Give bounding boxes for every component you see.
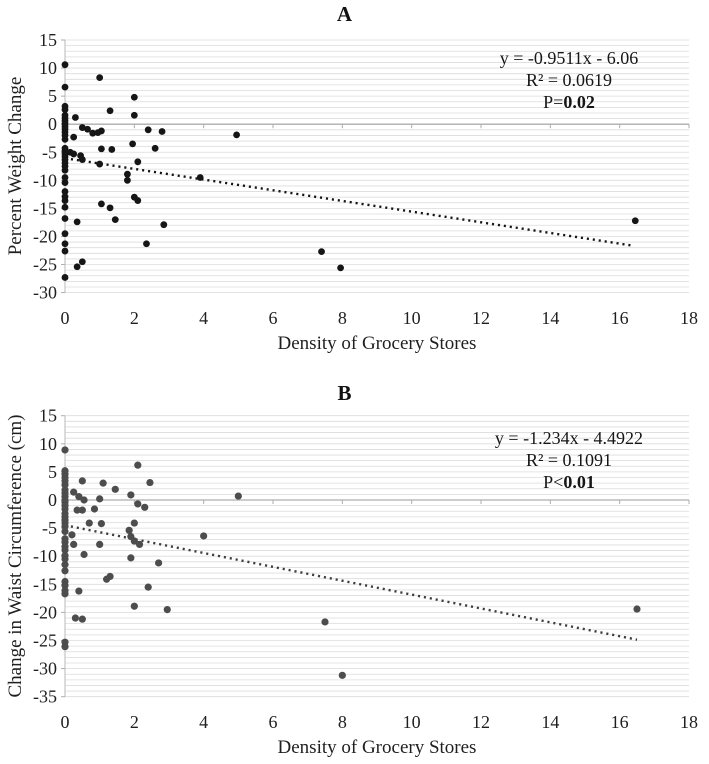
svg-text:8: 8 <box>338 712 347 732</box>
trendline <box>64 157 634 247</box>
svg-text:16: 16 <box>611 308 629 328</box>
svg-text:-15: -15 <box>33 574 57 594</box>
svg-text:14: 14 <box>541 712 559 732</box>
panel-a-y-axis-title: Percent Weight Change <box>5 76 26 256</box>
svg-text:-10: -10 <box>33 546 57 566</box>
panel-b: B 0 2 4 6 8 10 12 14 16 18 15 10 5 0 -5 -10 -15 -20 -25 -30… <box>0 381 709 764</box>
svg-text:5: 5 <box>48 462 57 482</box>
svg-text:10: 10 <box>403 308 421 328</box>
svg-text:6: 6 <box>269 308 278 328</box>
svg-text:-15: -15 <box>33 198 57 218</box>
panel-a-x-axis-title: Density of Grocery Stores <box>277 333 477 354</box>
trendline <box>64 524 638 641</box>
panel-b-equation: y = -1.234x - 4.4922 <box>494 428 644 448</box>
minor-gridlines <box>65 415 689 698</box>
panel-a-p-value: P=0.02 <box>543 92 595 112</box>
minor-gridlines <box>65 39 689 294</box>
svg-text:-25: -25 <box>33 255 57 275</box>
svg-text:10: 10 <box>39 58 57 78</box>
svg-text:-20: -20 <box>33 226 57 246</box>
svg-text:12: 12 <box>472 712 490 732</box>
svg-text:14: 14 <box>541 308 559 328</box>
y-tick-labels: 15 10 5 0 -5 -10 -15 -20 -25 -30 <box>33 30 57 303</box>
svg-text:0: 0 <box>48 114 57 134</box>
panel-a-r-squared: R² = 0.0619 <box>525 70 613 90</box>
svg-text:2: 2 <box>130 308 139 328</box>
panel-b-annotation: y = -1.234x - 4.4922 R² = 0.1091 P<0.01 <box>440 427 698 493</box>
panel-a-annotation: y = -0.9511x - 6.06 R² = 0.0619 P=0.02 <box>440 47 698 113</box>
svg-text:10: 10 <box>403 712 421 732</box>
svg-text:5: 5 <box>48 86 57 106</box>
svg-text:-30: -30 <box>33 283 57 303</box>
panel-b-title: B <box>337 381 352 405</box>
scatter-points <box>61 61 639 281</box>
svg-text:-5: -5 <box>42 518 57 538</box>
svg-text:10: 10 <box>39 434 57 454</box>
panel-b-plot: 0 2 4 6 8 10 12 14 16 18 15 10 5 0 -5 -10 -15 -20 -25 -30 -3… <box>33 406 699 732</box>
svg-text:4: 4 <box>199 712 208 732</box>
svg-text:0: 0 <box>61 308 70 328</box>
panel-a-plot: 0 2 4 6 8 10 12 14 16 18 15 10 5 0 -5 -10 -15 -20 -25 -30 <box>33 30 699 328</box>
x-axis-zero-line <box>65 499 690 504</box>
x-tick-labels: 0 2 4 6 8 10 12 14 16 18 <box>61 712 699 732</box>
panel-a-equation: y = -0.9511x - 6.06 <box>499 48 639 68</box>
panel-a: A 0 2 4 6 8 10 12 14 16 18 15 10 5 0 -5 -10 -15 -20 -25 -30… <box>5 2 699 354</box>
svg-text:6: 6 <box>269 712 278 732</box>
svg-text:8: 8 <box>338 308 347 328</box>
x-axis-zero-line <box>65 123 690 129</box>
y-tick-labels: 15 10 5 0 -5 -10 -15 -20 -25 -30 -35 <box>33 406 57 707</box>
svg-text:-35: -35 <box>33 687 57 707</box>
svg-text:16: 16 <box>611 712 629 732</box>
svg-text:18: 18 <box>680 308 698 328</box>
svg-text:15: 15 <box>39 406 57 426</box>
panel-b-p-value: P<0.01 <box>543 472 595 492</box>
x-tick-labels: 0 2 4 6 8 10 12 14 16 18 <box>61 308 699 328</box>
svg-text:-20: -20 <box>33 602 57 622</box>
svg-text:4: 4 <box>199 308 208 328</box>
panel-b-x-axis-title: Density of Grocery Stores <box>277 737 477 758</box>
scatter-points <box>61 446 641 679</box>
svg-text:2: 2 <box>130 712 139 732</box>
svg-text:-25: -25 <box>33 631 57 651</box>
panel-a-title: A <box>336 2 353 26</box>
svg-text:0: 0 <box>48 490 57 510</box>
panel-b-y-axis-title: Change in Waist Circumference (cm) <box>5 414 26 698</box>
svg-text:-10: -10 <box>33 170 57 190</box>
svg-text:0: 0 <box>61 712 70 732</box>
svg-text:18: 18 <box>680 712 698 732</box>
svg-text:15: 15 <box>39 30 57 50</box>
panel-b-r-squared: R² = 0.1091 <box>525 450 613 470</box>
svg-text:12: 12 <box>472 308 490 328</box>
svg-text:-30: -30 <box>33 659 57 679</box>
svg-text:-5: -5 <box>42 142 57 162</box>
